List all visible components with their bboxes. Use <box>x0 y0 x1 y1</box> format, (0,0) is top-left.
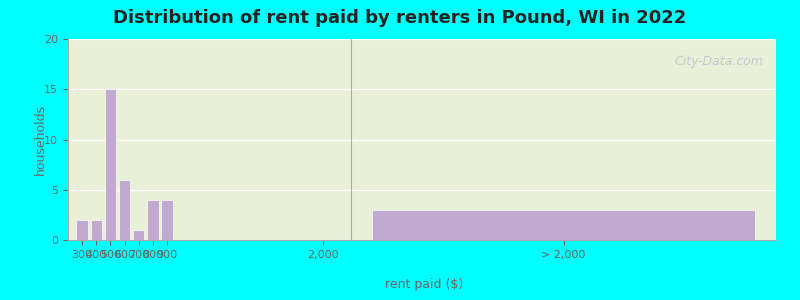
Bar <box>147 200 158 240</box>
Bar <box>119 180 130 240</box>
Bar <box>133 230 145 240</box>
Text: rent paid ($): rent paid ($) <box>385 278 463 291</box>
Bar <box>105 89 116 240</box>
Text: City-Data.com: City-Data.com <box>674 55 763 68</box>
Bar <box>90 220 102 240</box>
Text: Distribution of rent paid by renters in Pound, WI in 2022: Distribution of rent paid by renters in … <box>114 9 686 27</box>
Bar <box>373 210 754 240</box>
Bar <box>77 220 88 240</box>
Bar <box>162 200 173 240</box>
Y-axis label: households: households <box>34 104 46 175</box>
